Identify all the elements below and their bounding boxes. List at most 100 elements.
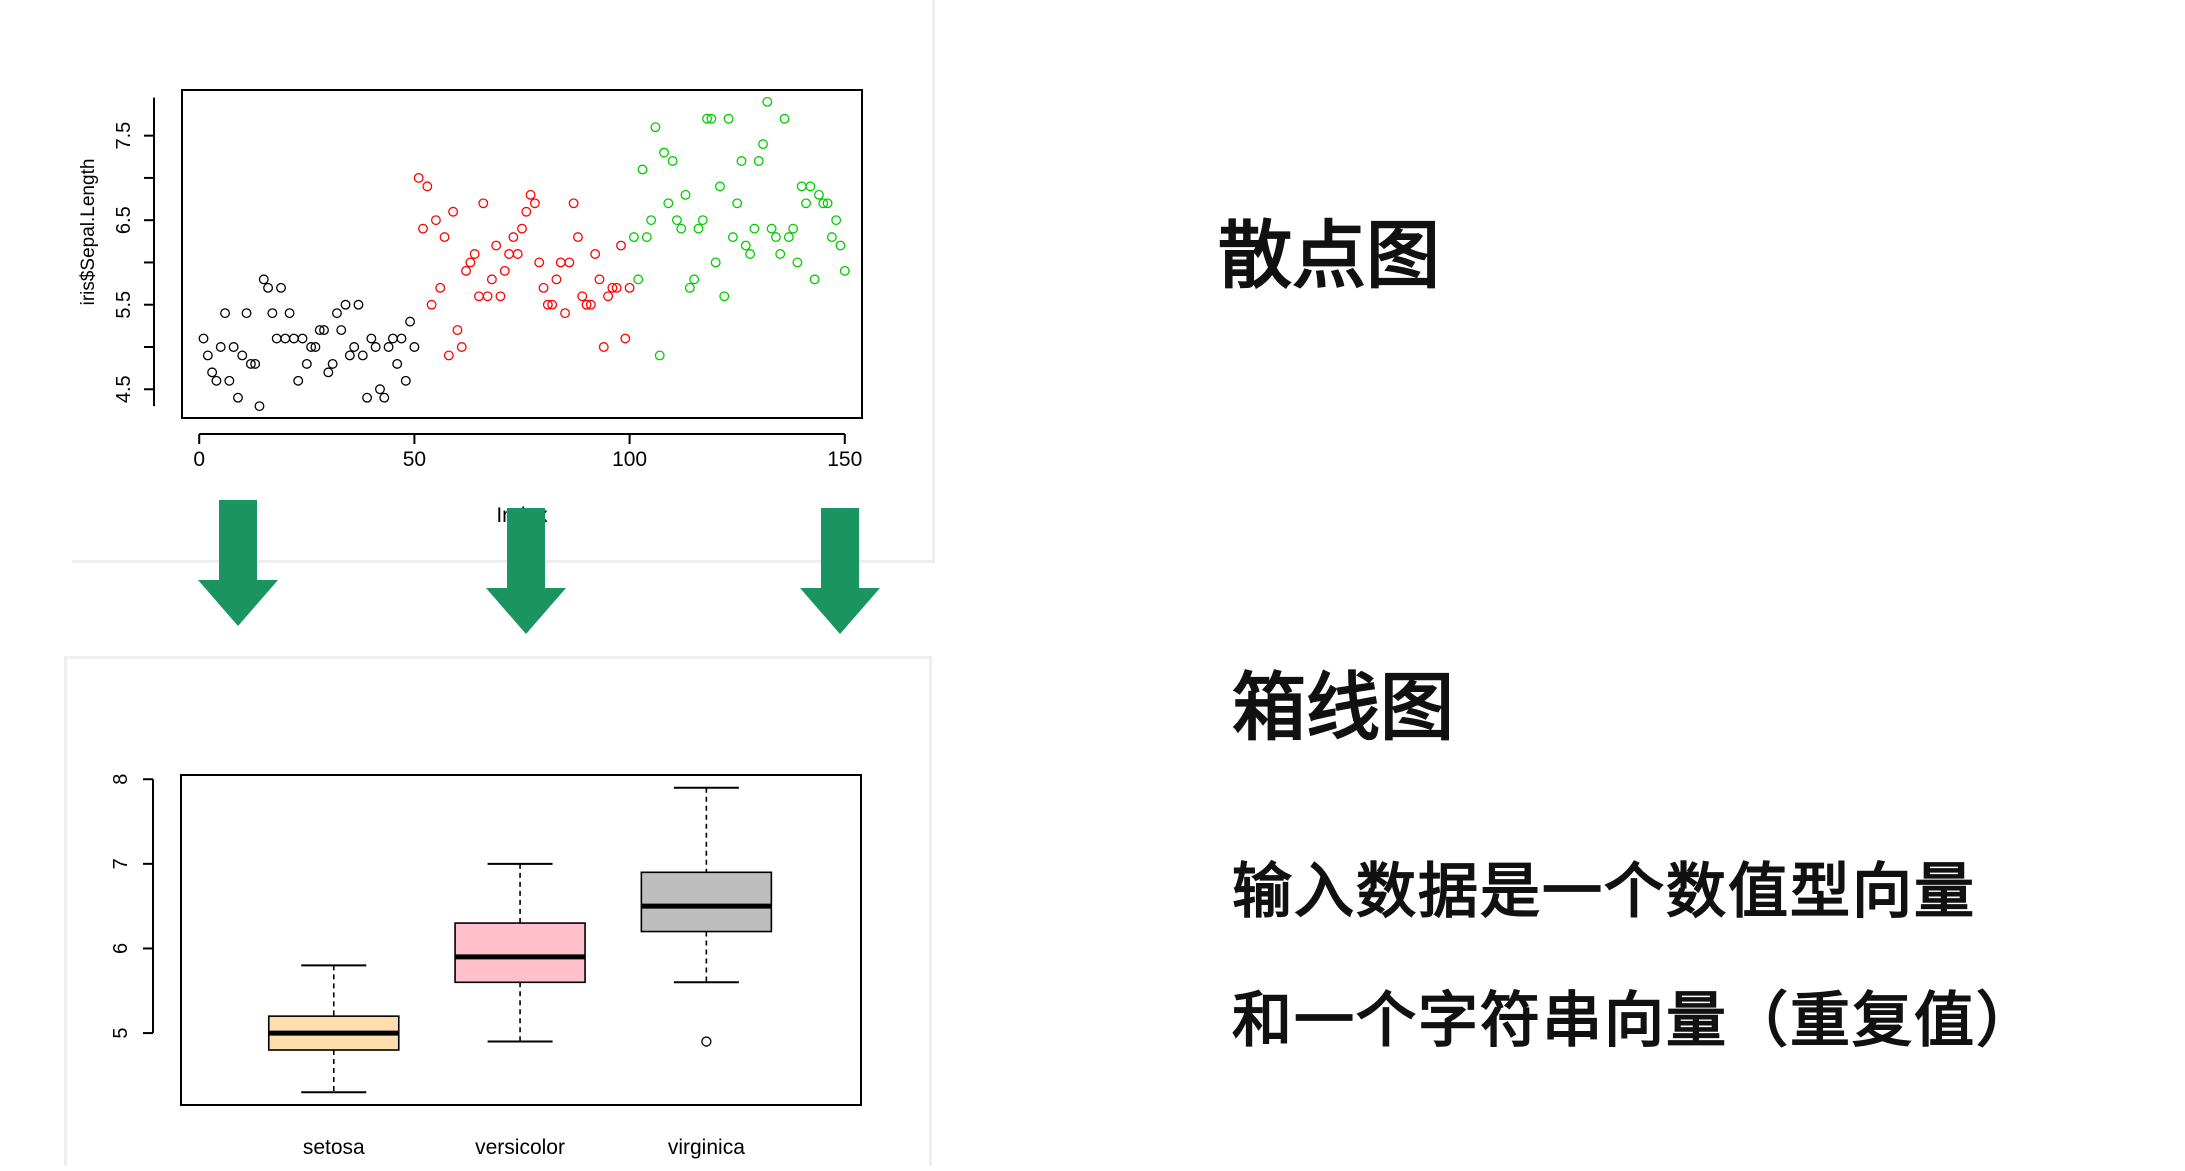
scatter-point xyxy=(706,113,717,124)
scatter-point xyxy=(443,350,454,361)
scatter-point xyxy=(405,316,416,327)
scatter-point xyxy=(344,350,355,361)
scatter-point xyxy=(306,342,317,352)
scatter-point xyxy=(564,257,575,268)
scatter-point xyxy=(547,299,558,310)
scatter-point xyxy=(671,215,682,226)
scatter-point xyxy=(202,350,213,361)
scatter-point xyxy=(736,156,747,166)
scatter-point xyxy=(301,358,312,369)
scatter-point xyxy=(775,249,786,259)
box-y-tick-label: 5 xyxy=(110,1028,132,1039)
scatter-point xyxy=(383,342,394,352)
scatter-point xyxy=(702,113,713,124)
scatter-point xyxy=(783,232,794,243)
scatter-point xyxy=(245,358,256,369)
scatter-point xyxy=(370,342,381,352)
scatter-point xyxy=(792,257,803,268)
scatter-point xyxy=(616,240,626,251)
scatter-point xyxy=(607,282,618,293)
scatter-point xyxy=(336,325,347,336)
scatter-point xyxy=(435,282,446,293)
scatter-point xyxy=(620,333,631,344)
scatter-point xyxy=(211,375,222,386)
scatter-point xyxy=(241,308,252,319)
scatter-point xyxy=(366,333,377,344)
down-arrow-icon xyxy=(198,500,278,626)
scatter-point xyxy=(732,198,743,209)
box-series xyxy=(267,786,773,1094)
scatter-point xyxy=(237,350,248,361)
scatter-point xyxy=(362,392,373,403)
scatter-point xyxy=(659,147,669,158)
scatter-point xyxy=(521,206,532,217)
scatter-point xyxy=(288,333,299,344)
scatter-point xyxy=(590,249,601,259)
scatter-points xyxy=(198,96,850,412)
scatter-plot-frame xyxy=(181,89,863,419)
scatter-point xyxy=(624,282,635,293)
scatter-point xyxy=(280,333,291,344)
scatter-point xyxy=(529,198,540,209)
scatter-point xyxy=(456,342,467,352)
scatter-x-ticks: 0 50 100 150 xyxy=(193,434,862,471)
scatter-point xyxy=(452,325,463,336)
scatter-point xyxy=(254,401,265,412)
scatter-point xyxy=(555,257,566,268)
scatter-point xyxy=(831,215,842,226)
scatter-point xyxy=(422,181,433,192)
scatter-plot: 4.5 5.5 6.5 7.5 0 50 100 150 iris$Sepal.Length… xyxy=(78,89,863,527)
scatter-point xyxy=(603,291,614,302)
scatter-x-tick-label: 50 xyxy=(403,448,426,471)
scatter-point xyxy=(572,232,583,243)
scatter-point xyxy=(284,308,295,319)
scatter-point xyxy=(663,198,674,209)
scatter-point xyxy=(723,113,734,124)
scatter-point xyxy=(745,249,756,259)
scatter-point xyxy=(263,282,274,293)
box-plot-panel: 5 6 7 8 setosa versicolor virginica xyxy=(64,656,932,1166)
scatter-plot-panel: 4.5 5.5 6.5 7.5 0 50 100 150 iris$Sepal.Length… xyxy=(72,0,935,563)
scatter-point xyxy=(293,375,304,386)
box-y-tick-label: 8 xyxy=(110,774,132,785)
scatter-point xyxy=(749,223,760,234)
box-y-tick-label: 6 xyxy=(110,943,132,954)
scatter-point xyxy=(710,257,721,268)
scatter-point xyxy=(495,291,506,302)
scatter-point xyxy=(271,333,282,344)
scatter-point xyxy=(740,240,751,251)
scatter-point xyxy=(469,249,480,259)
scatter-point xyxy=(499,265,510,276)
scatter-point xyxy=(680,189,691,200)
box-iqr xyxy=(454,922,586,984)
box-category-label: virginica xyxy=(668,1136,745,1159)
scatter-point xyxy=(198,333,209,344)
scatter-point xyxy=(232,392,243,403)
scatter-point xyxy=(654,350,665,361)
scatter-point xyxy=(646,215,657,226)
scatter-point xyxy=(331,308,342,319)
scatter-point xyxy=(839,265,850,276)
scatter-y-axis-label: iris$Sepal.Length xyxy=(78,159,99,306)
scatter-point xyxy=(323,367,334,378)
scatter-point xyxy=(482,291,493,302)
scatter-x-tick-label: 100 xyxy=(612,448,647,471)
box-plot-heading: 箱线图 xyxy=(1232,665,1454,751)
scatter-point xyxy=(585,299,596,310)
scatter-point xyxy=(753,156,764,166)
scatter-point xyxy=(719,291,730,302)
scatter-point xyxy=(818,198,829,209)
scatter-point xyxy=(641,232,652,243)
scatter-point xyxy=(809,274,820,285)
scatter-point xyxy=(310,342,321,352)
scatter-point xyxy=(534,257,545,268)
scatter-point xyxy=(215,342,226,352)
scatter-point xyxy=(822,198,833,209)
scatter-point xyxy=(568,198,579,209)
scatter-point xyxy=(796,181,807,192)
scatter-point xyxy=(581,299,592,310)
scatter-point xyxy=(512,249,523,259)
scatter-point xyxy=(517,223,527,234)
scatter-point xyxy=(801,198,812,209)
scatter-point xyxy=(835,240,846,251)
